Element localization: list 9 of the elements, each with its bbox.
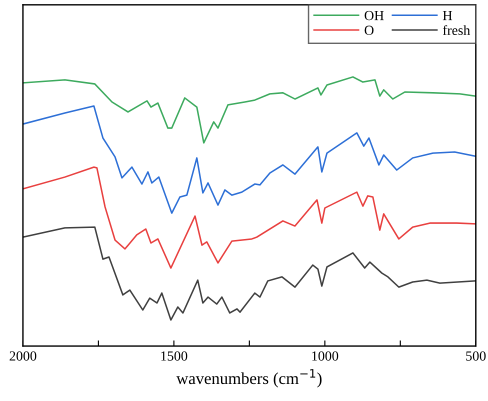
legend-label: O <box>364 26 374 35</box>
legend-label: H <box>442 10 452 20</box>
x-tick-label: 1000 <box>312 351 338 361</box>
x-tick-label: 1500 <box>161 351 188 361</box>
legend-label: fresh <box>442 25 470 35</box>
x-tick-label: 2000 <box>10 351 36 361</box>
x-axis-title: wavenumbers (cm$^{−1}$) <box>176 369 322 388</box>
x-tick-label: 500 <box>466 351 486 361</box>
legend-label: OH <box>364 10 384 20</box>
